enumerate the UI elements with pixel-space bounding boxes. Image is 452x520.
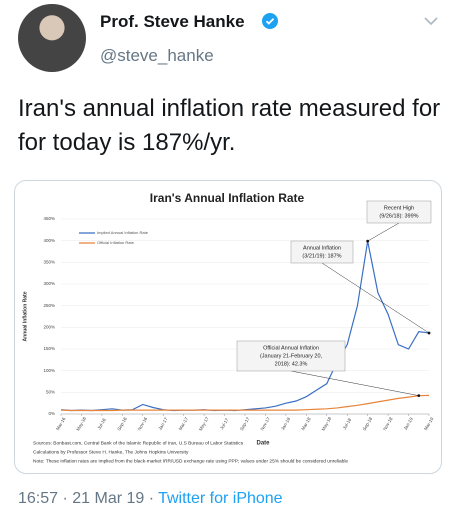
x-tick-label: Jul-18 [342, 417, 353, 431]
x-tick-label: Jan-18 [280, 416, 291, 431]
source-note: Calculations by Professor Steve H. Hanke… [33, 449, 189, 455]
annotation-text: (3/21/19): 187% [302, 253, 341, 259]
x-tick-label: Mar-16 [55, 416, 67, 431]
x-tick-label: May-16 [75, 416, 87, 432]
x-tick-label: Nov-16 [137, 416, 149, 431]
handle[interactable]: @steve_hanke [100, 46, 214, 65]
client-source[interactable]: Twitter for iPhone [158, 490, 283, 507]
source-note: Sources: Bonbast.com, Central Bank of th… [33, 440, 244, 446]
annotation-box [236, 340, 346, 372]
tweet-text: Iran's annual inflation rate measured fo… [18, 95, 441, 156]
annotation-point [366, 239, 370, 243]
y-tick-label: 150% [43, 346, 55, 351]
x-tick-label: Jul-17 [219, 417, 230, 431]
y-tick-label: 0% [48, 411, 55, 416]
annotation-text: (January 21-February 20, [260, 353, 323, 359]
display-name[interactable]: Prof. Steve Hanke [100, 12, 245, 31]
legend-label: Official Inflation Rate [97, 240, 135, 245]
y-tick-label: 200% [43, 325, 55, 330]
annotation-leader [367, 222, 400, 242]
annotation-leader [321, 262, 430, 334]
annotation-box [290, 240, 354, 264]
annotation-text: Official Annual Inflation [263, 345, 319, 351]
y-tick-label: 50% [46, 390, 55, 395]
annotation-leader [290, 370, 419, 396]
verified-badge [262, 13, 278, 29]
y-axis-label: Annual Inflation Rate [22, 291, 28, 341]
chart-title: Iran's Annual Inflation Rate [150, 191, 305, 205]
x-axis-label: Date [256, 441, 270, 447]
x-tick-label: Jul-16 [96, 417, 107, 431]
x-tick-label: May-17 [198, 416, 210, 432]
x-tick-label: Jan-19 [403, 416, 414, 431]
annotation-text: 2018): 42.3% [275, 361, 308, 367]
annotation-box [366, 200, 432, 224]
y-tick-label: 400% [43, 238, 55, 243]
tweet-meta: 16:57 · 21 Mar 19 · Twitter for iPhone [18, 490, 283, 508]
timestamp: 16:57 · 21 Mar 19 · [18, 490, 155, 507]
annotation-text: Recent High [384, 205, 414, 211]
source-note: Note: These inflation rates are implied … [33, 458, 348, 464]
y-tick-label: 300% [43, 281, 55, 286]
annotation-text: Annual Inflation [303, 245, 341, 251]
x-tick-label: May-18 [321, 416, 333, 432]
annotation-point [427, 331, 431, 335]
y-tick-label: 350% [43, 260, 55, 265]
series-line [60, 240, 430, 412]
annotation-text: (9/26/18): 399% [379, 213, 418, 219]
x-tick-label: Nov-18 [382, 416, 394, 431]
y-tick-label: 250% [43, 303, 55, 308]
y-tick-label: 100% [43, 368, 55, 373]
menu-chevron[interactable] [424, 16, 438, 26]
x-tick-label: Sep-16 [116, 416, 128, 431]
x-tick-label: Nov-17 [259, 416, 271, 431]
y-tick-label: 450% [43, 216, 55, 221]
x-tick-label: Mar-17 [178, 416, 190, 431]
chart[interactable]: Iran's Annual Inflation Rate Annual Infla… [14, 180, 442, 474]
annotation-point [417, 394, 421, 398]
legend-label: Implied Annual Inflation Rate [97, 230, 149, 235]
x-tick-label: Mar-19 [423, 416, 435, 431]
x-tick-label: Jan-17 [157, 416, 168, 431]
x-tick-label: Sep-17 [239, 416, 251, 431]
avatar[interactable] [18, 4, 86, 72]
x-tick-label: Mar-18 [300, 416, 312, 431]
series-line [60, 394, 430, 412]
x-tick-label: Sep-18 [362, 416, 374, 431]
